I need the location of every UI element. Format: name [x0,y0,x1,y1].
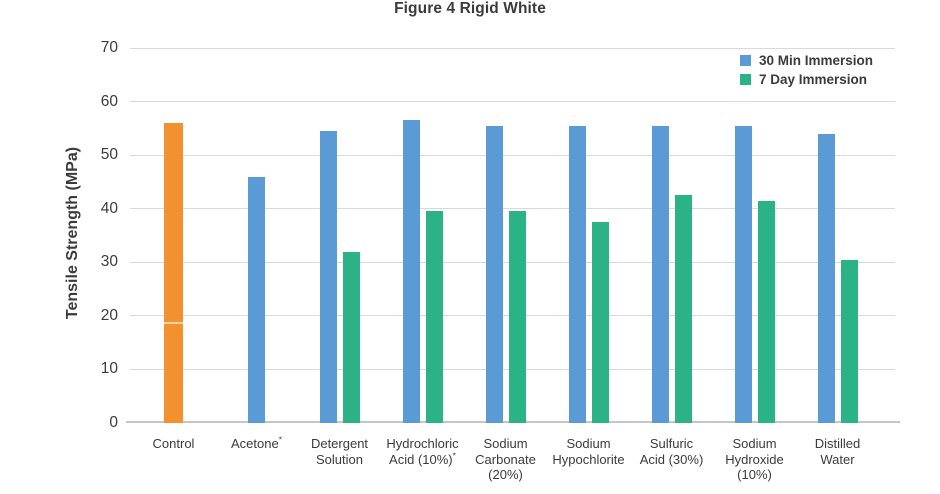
bar-30-min-immersion [651,126,669,423]
x-tick-label: Hydrochloric Acid (10%)* [386,436,459,467]
x-tick-label: Sodium Hydroxide (10%) [725,436,784,482]
legend-label-7-day: 7 Day Immersion [758,72,867,87]
bar-7-day-immersion [674,195,692,423]
figure-title: Figure 4 Rigid White [394,0,546,17]
legend-item-30-min: 30 Min Immersion [739,53,873,68]
bar-group: Sodium Hydroxide (10%) [713,48,796,482]
bar-group: Acetone* [215,48,298,451]
bar-group: Distilled Water [796,48,879,467]
bar-30-min-immersion [817,134,835,423]
bar-group: Control [132,48,215,451]
bar-group: Sodium Hypochlorite [547,48,630,467]
x-tick-label: Distilled Water [814,436,861,467]
x-tick-label: Acetone* [230,434,282,451]
bar-7-day-immersion [591,222,609,423]
y-tick-label: 60 [100,92,118,110]
bar-7-day-immersion [425,211,443,423]
bar-30-min-immersion [568,126,586,423]
bar-30-min-immersion [402,120,420,423]
bar-group: Hydrochloric Acid (10%)* [381,48,464,467]
x-tick-label: Sulfuric Acid (30%) [639,436,704,467]
y-tick-label: 20 [100,306,118,324]
y-tick-label: 10 [100,360,118,378]
x-tick-label: Detergent Solution [310,436,369,467]
legend-swatch-blue-icon [739,55,751,66]
y-tick-label: 0 [109,414,118,431]
bar-30-min-immersion [734,126,752,423]
bar-group: Detergent Solution [298,48,381,467]
y-tick-label: 40 [100,199,118,217]
y-tick-label: 50 [100,146,118,164]
x-tick-label: Sodium Carbonate (20%) [475,436,536,482]
gridline [130,208,895,210]
bar-group: Sulfuric Acid (30%) [630,48,713,467]
bar-30-min-immersion [485,126,503,423]
bar-30-min-immersion [248,177,265,423]
legend-item-7-day: 7 Day Immersion [739,72,873,87]
bar-7-day-immersion [840,260,858,423]
legend: 30 Min Immersion 7 Day Immersion [739,53,873,87]
legend-label-30-min: 30 Min Immersion [758,53,873,68]
gridline-over-control-bar [164,322,183,324]
y-tick-label: 70 [100,39,118,56]
bar-control [164,123,183,423]
gridline [130,154,895,156]
y-tick-label: 30 [100,253,118,271]
bar-30-min-immersion [319,131,337,423]
bar-7-day-immersion [508,211,526,423]
bar-7-day-immersion [342,252,360,423]
legend-swatch-green-icon [739,74,751,85]
bar-7-day-immersion [757,201,775,423]
plot-area: 30 Min Immersion 7 Day Immersion Control… [126,47,900,482]
bar-group: Sodium Carbonate (20%) [464,48,547,482]
x-tick-label: Control [152,436,195,451]
x-tick-label: Sodium Hypochlorite [552,436,625,467]
gridline [130,47,895,49]
gridline [130,101,895,103]
